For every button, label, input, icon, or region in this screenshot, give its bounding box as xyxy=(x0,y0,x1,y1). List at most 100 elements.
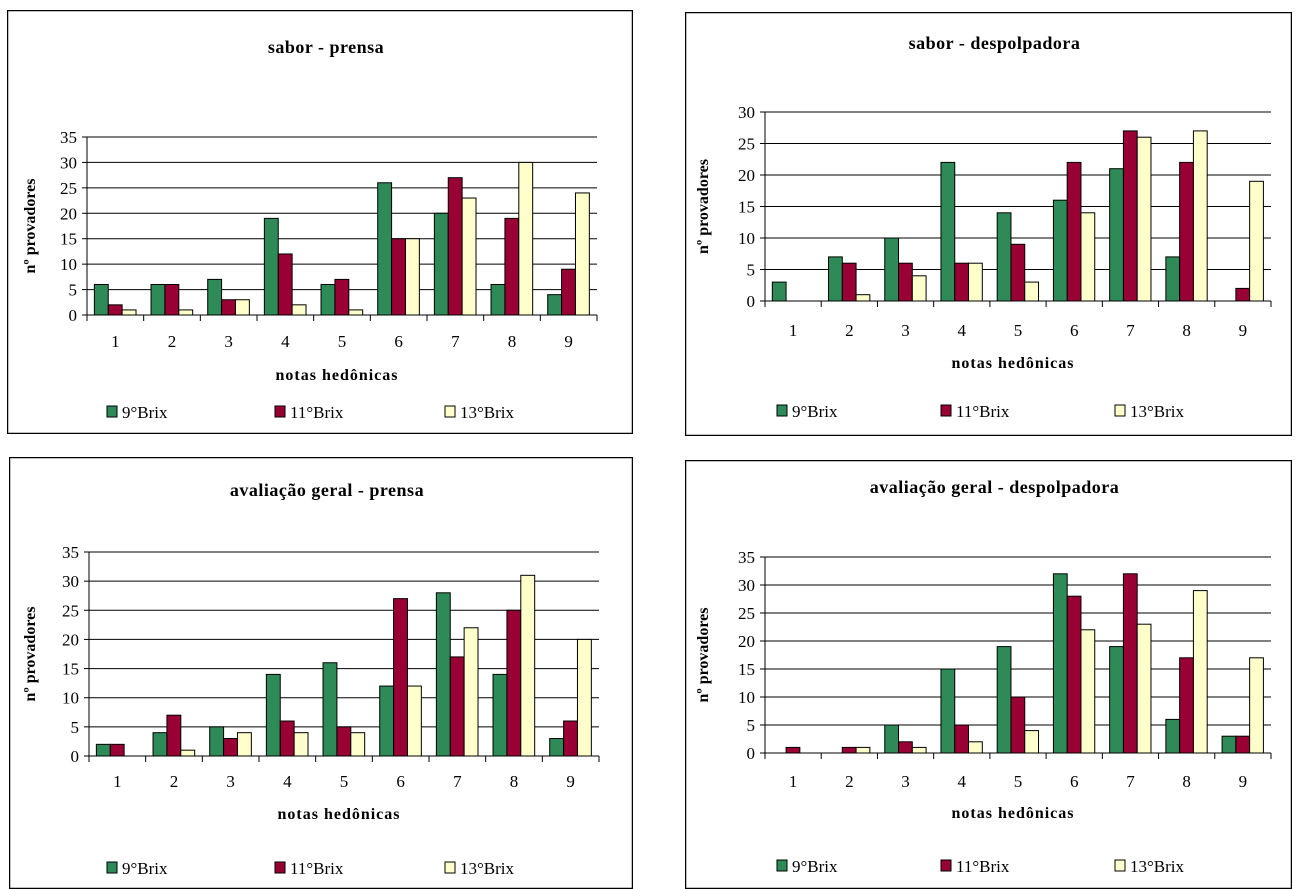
bar xyxy=(1024,281,1040,302)
bar xyxy=(463,627,479,757)
x-tick-label: 2 xyxy=(170,772,179,791)
y-tick-label: 15 xyxy=(738,660,755,679)
bar xyxy=(855,746,871,754)
bar xyxy=(277,253,293,316)
x-tick-label: 7 xyxy=(451,332,460,351)
x-tick-label: 2 xyxy=(845,772,854,791)
bar xyxy=(121,309,137,316)
bar xyxy=(884,724,900,754)
legend-label: 13°Brix xyxy=(1130,402,1185,421)
x-tick-label: 7 xyxy=(1126,772,1135,791)
y-axis-label: nº provadores xyxy=(695,159,712,254)
bar xyxy=(490,283,506,316)
x-tick-label: 5 xyxy=(338,332,347,351)
y-tick-label: 0 xyxy=(69,306,78,325)
bar xyxy=(350,732,366,757)
bar xyxy=(1052,573,1068,754)
bar xyxy=(291,304,307,316)
bar xyxy=(563,720,578,757)
y-tick-label: 0 xyxy=(747,292,756,311)
bar xyxy=(1136,136,1152,302)
bar xyxy=(379,685,395,757)
y-tick-label: 30 xyxy=(738,103,755,122)
y-tick-label: 5 xyxy=(71,718,80,737)
y-axis-label: nº provadores xyxy=(22,607,39,702)
y-tick-label: 35 xyxy=(738,548,755,567)
bar xyxy=(164,283,180,316)
bar xyxy=(547,294,563,316)
x-tick-label: 2 xyxy=(845,321,854,340)
bar xyxy=(404,238,420,316)
y-tick-label: 15 xyxy=(60,230,77,249)
bar xyxy=(109,743,125,757)
legend-label: 11°Brix xyxy=(290,859,344,878)
y-tick-label: 5 xyxy=(747,261,756,280)
x-tick-label: 7 xyxy=(453,772,462,791)
chart-sabor-prensa: sabor - prensa 0 5 10 15 20 25 30 35 1 2 3 4 5 6 7 8 9 not… xyxy=(7,10,633,434)
bar xyxy=(1052,199,1068,302)
legend-swatch xyxy=(776,859,788,872)
bar xyxy=(95,743,111,757)
bar xyxy=(234,299,250,316)
bar xyxy=(406,685,422,757)
legend-label: 9°Brix xyxy=(122,859,168,878)
y-tick-label: 5 xyxy=(747,716,756,735)
x-tick-label: 4 xyxy=(281,332,290,351)
bar xyxy=(322,662,338,757)
legend-swatch xyxy=(106,861,118,874)
y-tick-label: 10 xyxy=(60,255,77,274)
legend-label: 13°Brix xyxy=(1130,857,1185,876)
bar xyxy=(954,262,970,302)
bar xyxy=(1080,629,1096,754)
bar xyxy=(166,714,182,757)
x-tick-label: 5 xyxy=(340,772,349,791)
bar xyxy=(207,278,223,316)
bar xyxy=(1136,623,1152,754)
x-tick-label: 1 xyxy=(789,772,798,791)
bar xyxy=(1165,718,1181,754)
x-tick-label: 9 xyxy=(1239,772,1248,791)
bar xyxy=(1249,180,1264,302)
bar xyxy=(828,256,843,302)
legend-swatch xyxy=(106,405,118,418)
bar xyxy=(576,638,592,757)
bar xyxy=(1221,735,1237,754)
y-tick-label: 10 xyxy=(738,688,755,707)
bar xyxy=(461,197,477,316)
y-tick-label: 20 xyxy=(62,630,79,649)
bar xyxy=(93,283,109,316)
bar xyxy=(1066,595,1082,754)
bar xyxy=(855,294,871,302)
bar xyxy=(393,598,408,757)
bar xyxy=(1010,243,1026,302)
chart-title: sabor - prensa xyxy=(268,37,384,57)
x-tick-label: 3 xyxy=(901,772,910,791)
x-tick-label: 8 xyxy=(1182,321,1191,340)
bar xyxy=(561,268,576,316)
y-tick-label: 20 xyxy=(738,166,755,185)
chart-title: avaliação geral - despolpadora xyxy=(870,477,1120,497)
x-tick-label: 5 xyxy=(1014,772,1023,791)
y-tick-label: 15 xyxy=(738,198,755,217)
legend-label: 11°Brix xyxy=(290,403,344,422)
x-tick-label: 2 xyxy=(168,332,177,351)
bar xyxy=(940,668,956,754)
bar xyxy=(996,212,1012,302)
bar xyxy=(1192,590,1208,754)
bar xyxy=(348,309,364,316)
y-axis-label: nº provadores xyxy=(695,608,712,703)
y-tick-label: 0 xyxy=(747,744,756,763)
bar xyxy=(334,278,350,316)
y-tick-label: 10 xyxy=(62,689,79,708)
y-tick-label: 35 xyxy=(60,128,77,147)
y-tick-label: 25 xyxy=(60,179,77,198)
x-axis-label: notas hedônicas xyxy=(951,805,1074,822)
x-tick-label: 9 xyxy=(564,332,573,351)
x-tick-label: 4 xyxy=(958,772,967,791)
x-tick-label: 1 xyxy=(789,321,798,340)
bar xyxy=(968,262,983,302)
bar xyxy=(996,646,1012,754)
y-tick-label: 0 xyxy=(71,747,80,766)
bar xyxy=(320,283,336,316)
